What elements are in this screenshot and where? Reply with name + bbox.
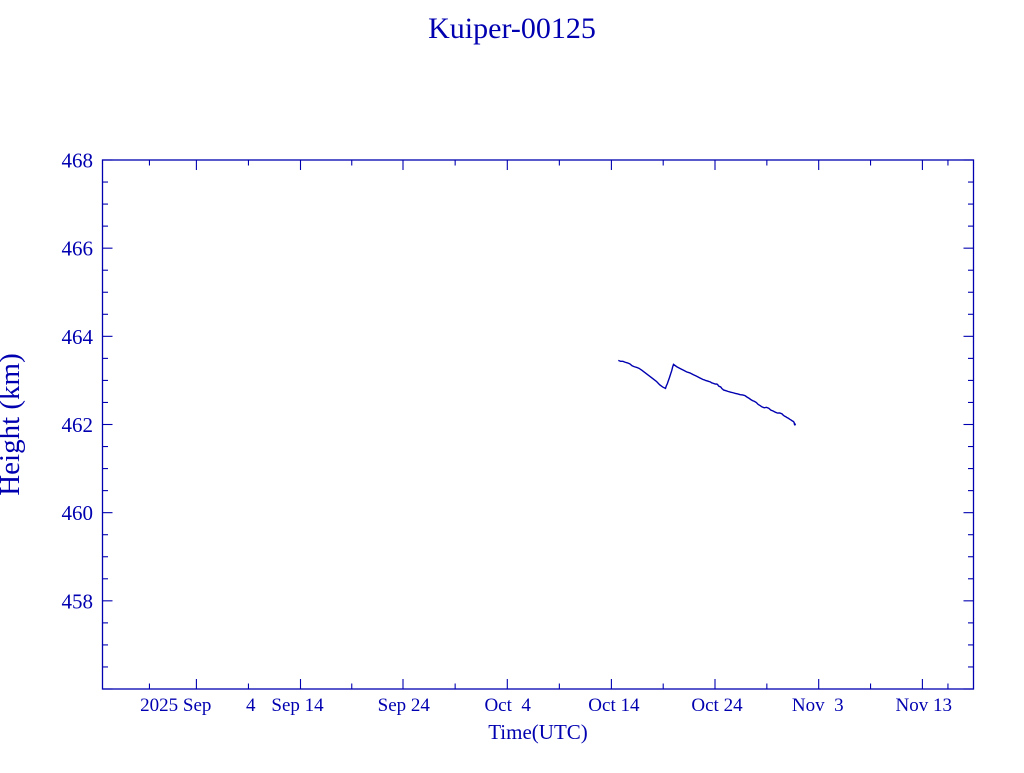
svg-text:Sep 24: Sep 24 xyxy=(378,695,431,716)
svg-text:462: 462 xyxy=(62,413,94,437)
svg-text:460: 460 xyxy=(62,501,94,525)
svg-text:Nov 13: Nov 13 xyxy=(896,695,952,716)
svg-text:Oct 4: Oct 4 xyxy=(484,695,531,716)
svg-text:464: 464 xyxy=(62,325,94,349)
svg-text:Oct 24: Oct 24 xyxy=(691,695,743,716)
svg-text:Oct 14: Oct 14 xyxy=(588,695,640,716)
svg-text:2025 Sep: 2025 Sep xyxy=(140,695,211,716)
svg-text:Height (km): Height (km) xyxy=(0,353,26,496)
svg-text:Time(UTC): Time(UTC) xyxy=(488,720,588,744)
svg-text:Nov 3: Nov 3 xyxy=(792,695,844,716)
svg-text:Sep 14: Sep 14 xyxy=(271,695,324,716)
svg-text:458: 458 xyxy=(62,589,94,613)
svg-text:Kuiper-00125: Kuiper-00125 xyxy=(428,12,596,45)
svg-text:466: 466 xyxy=(62,237,94,261)
svg-text:4: 4 xyxy=(246,695,256,716)
svg-text:468: 468 xyxy=(62,149,94,173)
